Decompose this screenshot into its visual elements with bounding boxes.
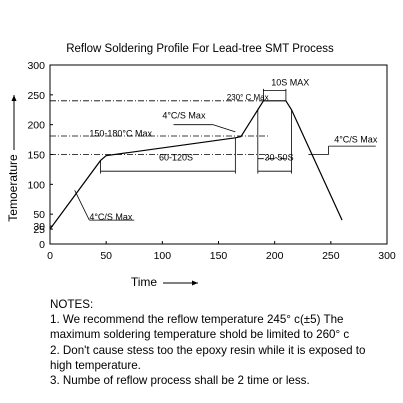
note-line-4: high temperature. [50, 358, 141, 372]
annotation-5: 10S MAX [271, 77, 309, 87]
notes-heading: NOTES: [50, 298, 94, 311]
y-tick-label: 150 [27, 150, 45, 162]
y-tick-label: 200 [27, 120, 45, 132]
annotation-1: 4°C/S Max [89, 212, 133, 222]
x-tick-label: 300 [378, 250, 396, 262]
annotation-3: 4°C/S Max [162, 111, 206, 121]
y-axis-label-arrowhead [11, 95, 17, 101]
plot-area: 0 50 100 150 200 250 3000253050100150200250300… [11, 60, 396, 286]
ramp-leader [74, 190, 90, 221]
note-line-5: 3. Numbe of reflow process shall be 2 ti… [50, 374, 310, 388]
y-tick-label: 100 [27, 179, 45, 191]
x-tick-label: 100 [154, 250, 172, 262]
x-tick-label: 250 [322, 250, 340, 262]
chart-title: Reflow Soldering Profile For Lead-tree S… [66, 43, 334, 55]
note-line-1: 1. We recommend the reflow temperature 2… [50, 313, 344, 327]
reflow-profile-chart: Reflow Soldering Profile For Lead-tree S… [6, 43, 396, 289]
annotation-2: 150-180°C Max [89, 129, 152, 139]
x-tick-label: 200 [266, 250, 284, 262]
y-tick-label: 0 [39, 239, 45, 251]
y-tick-label: 300 [27, 60, 45, 72]
y-tick-label: 30 [33, 221, 45, 233]
ref-line-230-label: 230° C Max [227, 93, 269, 102]
note-line-2: maximum soldering temperature shold be l… [50, 328, 350, 342]
profile-line [49, 100, 343, 230]
y-tick-label: 25 [33, 224, 45, 236]
annotation-7: 4°C/S Max [334, 135, 378, 145]
x-tick-label: 0 [47, 250, 53, 262]
y-tick-label: 250 [27, 90, 45, 102]
y-axis-label: Temoerature [6, 154, 20, 222]
x-axis-label-arrowhead [192, 280, 198, 286]
annotation-4: 60-120S [159, 152, 193, 162]
note-line-3: 2. Don't cause stess too the epoxy resin… [50, 343, 366, 357]
x-tick-label: 150 [210, 250, 228, 262]
x-tick-label: 50 [100, 250, 112, 262]
preheat-leader-tail [212, 124, 236, 133]
y-tick-label: 50 [33, 209, 45, 221]
annotation-6: 30-50S [265, 152, 294, 162]
notes-section: NOTES: 1. We recommend the reflow temper… [50, 297, 400, 388]
x-axis-label: Time [131, 275, 158, 289]
